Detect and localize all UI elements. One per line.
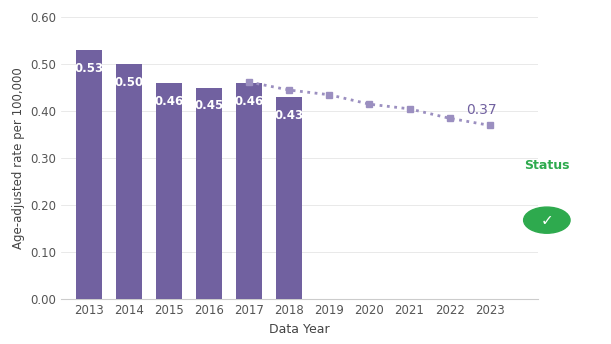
Text: 0.45: 0.45 <box>195 99 224 112</box>
Bar <box>116 64 142 299</box>
Bar <box>76 50 102 299</box>
Text: 0.43: 0.43 <box>275 109 304 122</box>
Text: 0.53: 0.53 <box>75 62 104 75</box>
Bar <box>156 83 182 299</box>
Text: 0.50: 0.50 <box>115 76 144 89</box>
Text: 0.46: 0.46 <box>235 95 264 108</box>
Bar <box>196 88 222 299</box>
Text: 0.37: 0.37 <box>466 103 497 117</box>
X-axis label: Data Year: Data Year <box>269 323 330 336</box>
Y-axis label: Age-adjusted rate per 100,000: Age-adjusted rate per 100,000 <box>12 67 24 249</box>
Text: 0.46: 0.46 <box>155 95 184 108</box>
Text: ✓: ✓ <box>541 213 553 228</box>
Text: Status: Status <box>524 159 569 172</box>
Bar <box>276 97 302 299</box>
Bar <box>236 83 262 299</box>
